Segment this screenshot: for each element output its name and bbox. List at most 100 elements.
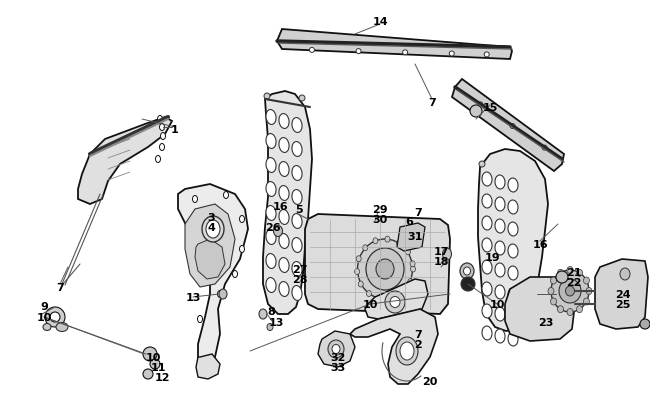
- Text: 7: 7: [414, 329, 422, 339]
- Ellipse shape: [495, 198, 505, 211]
- Ellipse shape: [567, 309, 573, 316]
- Ellipse shape: [484, 53, 489, 58]
- Ellipse shape: [279, 234, 289, 249]
- Text: 25: 25: [616, 299, 630, 309]
- Ellipse shape: [266, 254, 276, 269]
- Ellipse shape: [363, 245, 368, 251]
- Circle shape: [470, 106, 482, 118]
- Text: 13: 13: [185, 292, 201, 302]
- Circle shape: [461, 277, 475, 291]
- Ellipse shape: [559, 279, 581, 303]
- Text: 30: 30: [372, 215, 387, 224]
- Ellipse shape: [396, 337, 418, 365]
- Ellipse shape: [495, 176, 505, 190]
- Ellipse shape: [292, 286, 302, 301]
- Ellipse shape: [43, 324, 51, 331]
- Ellipse shape: [508, 244, 518, 258]
- Ellipse shape: [159, 124, 164, 131]
- Ellipse shape: [356, 256, 361, 262]
- Ellipse shape: [482, 326, 492, 340]
- Ellipse shape: [482, 260, 492, 274]
- Text: 18: 18: [434, 256, 448, 266]
- Ellipse shape: [155, 156, 161, 163]
- Text: 21: 21: [566, 267, 582, 277]
- Polygon shape: [365, 279, 428, 319]
- Ellipse shape: [292, 190, 302, 205]
- Text: 16: 16: [273, 202, 289, 211]
- Ellipse shape: [366, 248, 404, 290]
- Ellipse shape: [266, 230, 276, 245]
- Ellipse shape: [553, 290, 559, 298]
- Ellipse shape: [279, 114, 289, 129]
- Ellipse shape: [385, 237, 390, 243]
- Polygon shape: [318, 331, 355, 367]
- Ellipse shape: [508, 200, 518, 215]
- Circle shape: [640, 319, 650, 329]
- Ellipse shape: [495, 241, 505, 256]
- Ellipse shape: [482, 217, 492, 230]
- Text: 1: 1: [171, 125, 179, 135]
- Text: 11: 11: [150, 362, 166, 372]
- Ellipse shape: [482, 239, 492, 252]
- Polygon shape: [505, 277, 575, 341]
- Ellipse shape: [192, 196, 198, 203]
- Ellipse shape: [292, 262, 302, 277]
- Ellipse shape: [508, 266, 518, 280]
- Text: 16: 16: [532, 239, 548, 249]
- Ellipse shape: [266, 134, 276, 149]
- Ellipse shape: [508, 332, 518, 346]
- Ellipse shape: [161, 133, 166, 140]
- Ellipse shape: [396, 241, 402, 246]
- Ellipse shape: [508, 179, 518, 192]
- Ellipse shape: [274, 226, 283, 237]
- Text: 10: 10: [146, 352, 161, 362]
- Ellipse shape: [266, 110, 276, 125]
- Polygon shape: [452, 80, 564, 172]
- Ellipse shape: [495, 263, 505, 277]
- Polygon shape: [178, 185, 248, 367]
- Ellipse shape: [551, 298, 556, 305]
- Polygon shape: [397, 224, 425, 252]
- Ellipse shape: [279, 282, 289, 297]
- Polygon shape: [277, 30, 512, 60]
- Text: 10: 10: [489, 299, 504, 309]
- Text: 7: 7: [428, 98, 436, 108]
- Ellipse shape: [206, 220, 220, 239]
- Ellipse shape: [400, 289, 406, 295]
- Ellipse shape: [460, 263, 474, 279]
- Ellipse shape: [390, 295, 395, 301]
- Ellipse shape: [219, 289, 227, 299]
- Ellipse shape: [279, 210, 289, 225]
- Text: 17: 17: [434, 246, 448, 256]
- Text: 15: 15: [482, 103, 498, 113]
- Text: 2: 2: [414, 339, 422, 349]
- Ellipse shape: [548, 288, 554, 295]
- Ellipse shape: [373, 238, 378, 244]
- Ellipse shape: [279, 186, 289, 201]
- Circle shape: [150, 359, 160, 369]
- Ellipse shape: [577, 270, 582, 277]
- Ellipse shape: [463, 267, 471, 275]
- Ellipse shape: [443, 248, 452, 260]
- Text: 7: 7: [414, 207, 422, 217]
- Ellipse shape: [292, 118, 302, 133]
- Text: 31: 31: [408, 231, 422, 241]
- Ellipse shape: [356, 49, 361, 54]
- Ellipse shape: [309, 48, 315, 53]
- Ellipse shape: [508, 310, 518, 324]
- Ellipse shape: [218, 291, 222, 298]
- Ellipse shape: [508, 288, 518, 302]
- Ellipse shape: [479, 162, 485, 168]
- Ellipse shape: [157, 116, 162, 123]
- Ellipse shape: [495, 220, 505, 233]
- Ellipse shape: [332, 345, 340, 354]
- Ellipse shape: [266, 206, 276, 221]
- Ellipse shape: [495, 307, 505, 321]
- Ellipse shape: [558, 270, 564, 277]
- Ellipse shape: [385, 291, 405, 313]
- Text: 4: 4: [207, 222, 215, 232]
- Text: 26: 26: [265, 222, 281, 232]
- Text: 8: 8: [267, 306, 275, 316]
- Ellipse shape: [358, 281, 363, 287]
- Ellipse shape: [482, 194, 492, 209]
